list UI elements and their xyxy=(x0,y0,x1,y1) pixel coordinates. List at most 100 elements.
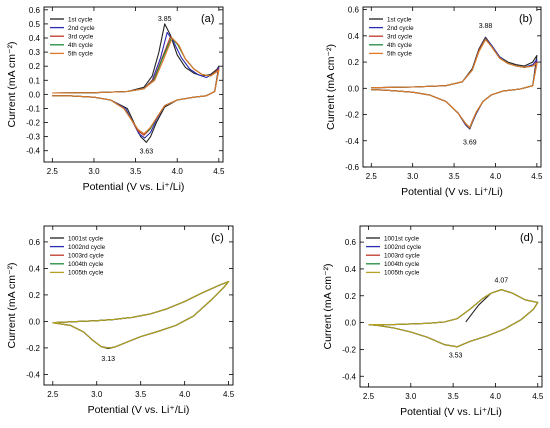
legend-label: 1003rd cycle xyxy=(68,253,104,260)
x-tick-label: 3.0 xyxy=(407,172,419,181)
x-tick-label: 4.0 xyxy=(179,390,191,399)
x-axis-label: Potential (V vs. Li⁺/Li) xyxy=(83,181,185,193)
legend-label: 1001st cycle xyxy=(68,235,103,242)
y-tick-label: -0.4 xyxy=(345,137,359,146)
y-tick-label: 0.5 xyxy=(29,20,41,29)
cv-panel-b: 2.5 3.0 3.5 4.0 4.5 -0.6 -0.4 -0.2 0.0 0.2 0.4 0.6 P… xyxy=(325,6,543,198)
peak-annotation: 3.88 xyxy=(479,23,493,30)
y-tick-label: 0.4 xyxy=(29,264,41,273)
legend-label: 1004th cycle xyxy=(68,261,104,268)
panel-label: (b) xyxy=(519,13,532,25)
cv-curve xyxy=(52,281,230,349)
cv-curve xyxy=(368,289,539,348)
x-axis-label: Potential (V vs. Li⁺/Li) xyxy=(88,404,190,416)
legend-label: 1005th cycle xyxy=(384,270,420,277)
y-tick-label: 0.6 xyxy=(29,238,41,247)
peak-annotation: 3.53 xyxy=(449,352,463,359)
y-tick-label: 0.1 xyxy=(29,76,41,85)
x-tick-label: 3.0 xyxy=(91,390,103,399)
y-tick-label: 0.6 xyxy=(345,238,357,247)
panel-label: (d) xyxy=(520,232,533,244)
cv-panel-c: 2.5 3.0 3.5 4.0 4.5 -0.4 -0.2 0.0 0.2 0.4 0.6 Poten… xyxy=(6,225,235,416)
y-tick-label: -0.2 xyxy=(345,111,359,120)
peak-annotation: 4.07 xyxy=(495,277,509,284)
legend-label: 1005th cycle xyxy=(68,270,104,277)
cv-curve xyxy=(368,289,539,348)
y-tick-label: 0.4 xyxy=(29,34,41,43)
y-tick-label: 0.4 xyxy=(345,265,357,274)
legend-label: 1003rd cycle xyxy=(384,253,420,260)
x-tick-label: 4.0 xyxy=(490,392,502,401)
y-tick-label: 0.2 xyxy=(345,292,357,301)
y-tick-label: -0.3 xyxy=(26,133,40,142)
y-tick-label: -0.4 xyxy=(342,372,356,381)
legend-label: 1002nd cycle xyxy=(68,244,106,251)
panel-label: (a) xyxy=(201,13,214,25)
x-tick-label: 3.5 xyxy=(135,390,147,399)
y-tick-label: 0.0 xyxy=(29,317,41,326)
cv-panel-a: 2.5 3.0 3.5 4.0 4.5 -0.4 -0.3 -0.2 -0.1 0.0 0.1 0.2… xyxy=(6,6,225,193)
panel-label: (c) xyxy=(211,232,224,244)
y-tick-label: -0.2 xyxy=(26,119,40,128)
legend-label: 1st cycle xyxy=(387,16,412,23)
x-tick-label: 2.5 xyxy=(366,172,378,181)
y-tick-label: -0.4 xyxy=(26,147,40,156)
x-tick-label: 4.5 xyxy=(531,172,543,181)
y-axis-label: Current (mA cm⁻²) xyxy=(322,263,334,349)
cv-curve xyxy=(52,281,230,349)
legend-label: 3rd cycle xyxy=(387,34,413,41)
cv-curve xyxy=(52,281,230,349)
cv-curve xyxy=(371,39,538,129)
plot-frame xyxy=(43,6,224,163)
y-tick-label: 0.0 xyxy=(345,319,357,328)
y-tick-label: 0.2 xyxy=(29,291,41,300)
legend-label: 1001st cycle xyxy=(384,235,419,242)
legend-label: 4th cycle xyxy=(387,42,412,49)
x-axis-label: Potential (V vs. Li⁺/Li) xyxy=(400,406,502,418)
y-tick-label: -0.4 xyxy=(26,370,40,379)
y-axis-label: Current (mA cm⁻²) xyxy=(6,262,18,348)
legend-label: 1004th cycle xyxy=(384,261,420,268)
cv-panel-d: 2.5 3.0 3.5 4.0 4.5 -0.4 -0.2 0.0 0.2 0.4 0.6 Poten… xyxy=(322,225,544,418)
y-axis-label: Current (mA cm⁻²) xyxy=(6,41,18,127)
peak-annotation: 3.63 xyxy=(140,149,154,156)
y-tick-label: -0.2 xyxy=(26,344,40,353)
cv-curve xyxy=(368,289,539,348)
x-tick-label: 2.5 xyxy=(47,390,59,399)
x-tick-label: 3.0 xyxy=(405,392,417,401)
legend-label: 3rd cycle xyxy=(68,34,94,41)
legend-label: 5th cycle xyxy=(68,51,93,58)
plot-frame xyxy=(43,225,234,386)
cv-curve xyxy=(368,289,539,348)
y-tick-label: 0.2 xyxy=(348,58,360,67)
plot-frame xyxy=(359,225,543,388)
x-tick-label: 3.5 xyxy=(449,172,461,181)
y-tick-label: 0.6 xyxy=(29,6,41,15)
legend-label: 5th cycle xyxy=(387,51,412,58)
x-axis-label: Potential (V vs. Li⁺/Li) xyxy=(401,186,503,198)
x-tick-label: 3.5 xyxy=(130,167,142,176)
x-tick-label: 4.5 xyxy=(532,392,544,401)
cv-curve xyxy=(52,37,220,135)
y-tick-label: 0.0 xyxy=(29,90,41,99)
y-tick-label: -0.2 xyxy=(342,345,356,354)
y-tick-label: 0.0 xyxy=(348,84,360,93)
cv-curve xyxy=(52,281,230,350)
legend-label: 2nd cycle xyxy=(68,25,95,32)
y-tick-label: 0.4 xyxy=(348,32,360,41)
y-tick-label: -0.1 xyxy=(26,104,40,113)
legend-label: 4th cycle xyxy=(68,42,93,49)
x-tick-label: 3.5 xyxy=(448,392,460,401)
y-tick-label: 0.3 xyxy=(29,48,41,57)
y-tick-label: -0.6 xyxy=(345,163,359,172)
y-axis-label: Current (mA cm⁻²) xyxy=(325,44,337,130)
peak-annotation: 3.69 xyxy=(463,140,477,147)
cv-curve xyxy=(52,281,230,349)
x-tick-label: 4.0 xyxy=(172,167,184,176)
x-tick-label: 2.5 xyxy=(47,167,59,176)
x-tick-label: 2.5 xyxy=(363,392,375,401)
y-tick-label: 0.2 xyxy=(29,62,41,71)
x-tick-label: 3.0 xyxy=(88,167,100,176)
legend-label: 1st cycle xyxy=(68,16,93,23)
